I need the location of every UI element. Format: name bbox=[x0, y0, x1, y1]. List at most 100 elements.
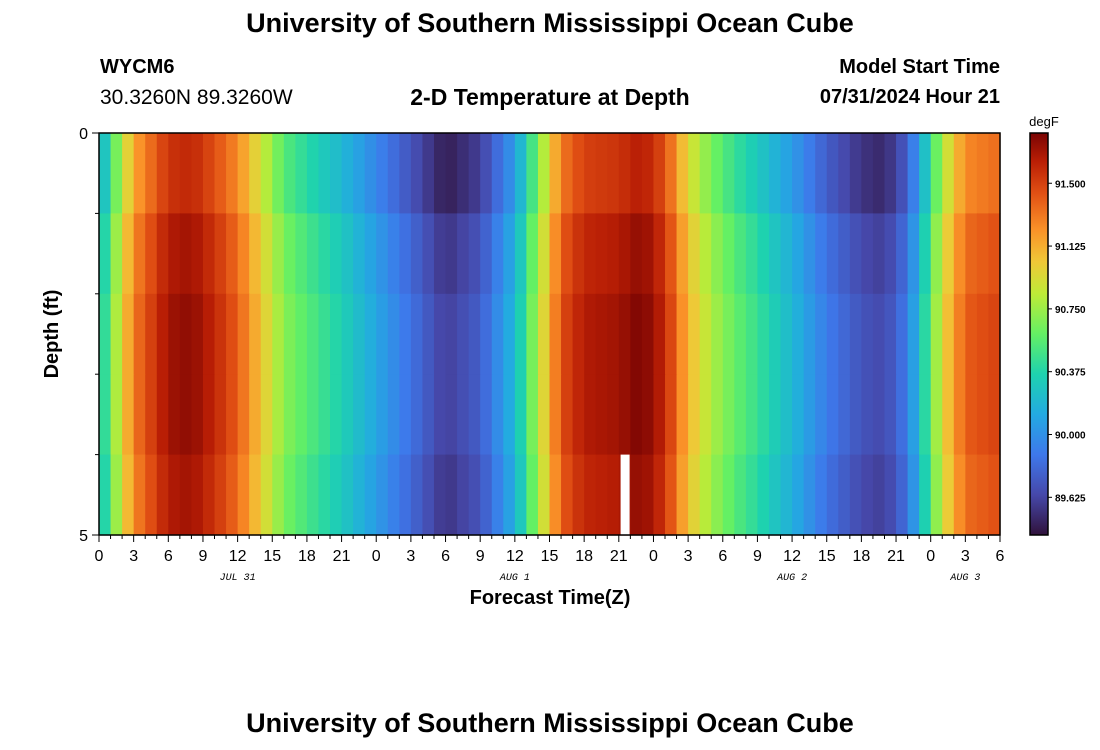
heatmap-cell bbox=[272, 454, 285, 536]
heatmap-cell bbox=[422, 213, 435, 295]
heatmap-cell bbox=[711, 133, 724, 214]
x-tick-label: 18 bbox=[298, 548, 316, 565]
heatmap-cell bbox=[872, 133, 886, 214]
heatmap-cell bbox=[757, 374, 770, 456]
heatmap-cell bbox=[376, 293, 389, 375]
temperature-heatmap-chart: 0 3 6 9 12 15 18 21 0 3 6 9 12 15 18 21 0 3 6 9 12 15 18 21 0 3 6 J… bbox=[41, 114, 1086, 609]
missing-value-marker bbox=[620, 454, 630, 535]
heatmap-cell bbox=[99, 374, 112, 456]
heatmap-cell bbox=[745, 454, 759, 536]
x-tick-label: 6 bbox=[441, 548, 450, 565]
heatmap-cell bbox=[122, 374, 135, 456]
heatmap-cell bbox=[191, 133, 204, 214]
heatmap-cell bbox=[399, 133, 412, 214]
heatmap-cell bbox=[953, 133, 966, 214]
heatmap-cell bbox=[641, 374, 655, 456]
heatmap-cell bbox=[480, 374, 493, 456]
heatmap-cell bbox=[734, 374, 747, 456]
x-axis-label: Forecast Time(Z) bbox=[470, 587, 631, 609]
heatmap-cell bbox=[376, 454, 389, 536]
colorbar-tick-label: 91.500 bbox=[1055, 179, 1086, 190]
heatmap-cell bbox=[433, 374, 447, 456]
x-tick-label: 15 bbox=[263, 548, 281, 565]
heatmap-cell bbox=[341, 213, 354, 295]
heatmap-cell bbox=[849, 213, 862, 295]
heatmap-cell bbox=[965, 293, 978, 375]
heatmap-cell bbox=[953, 374, 966, 456]
heatmap-cell bbox=[272, 213, 285, 295]
heatmap-cell bbox=[226, 293, 239, 375]
heatmap-cell bbox=[919, 454, 932, 536]
heatmap-cell bbox=[768, 454, 782, 536]
heatmap-cell bbox=[249, 454, 262, 536]
heatmap-cell bbox=[237, 213, 250, 295]
heatmap-cell bbox=[318, 133, 331, 214]
heatmap-cell bbox=[630, 374, 643, 456]
heatmap-cell bbox=[156, 374, 169, 456]
heatmap-cell bbox=[665, 374, 678, 456]
heatmap-cell bbox=[907, 374, 920, 456]
heatmap-cell bbox=[676, 374, 689, 456]
heatmap-cell bbox=[896, 454, 909, 536]
heatmap-cell bbox=[722, 374, 735, 456]
heatmap-cell bbox=[572, 213, 585, 295]
heatmap-cell bbox=[283, 213, 296, 295]
heatmap-cell bbox=[399, 213, 412, 295]
heatmap-cell bbox=[272, 293, 285, 375]
heatmap-cell bbox=[884, 454, 897, 536]
heatmap-cell bbox=[988, 454, 1001, 536]
heatmap-cell bbox=[214, 454, 227, 536]
heatmap-cell bbox=[272, 133, 285, 214]
heatmap-cell bbox=[503, 293, 516, 375]
x-tick-label: 9 bbox=[753, 548, 762, 565]
heatmap-cell bbox=[364, 213, 377, 295]
heatmap-cell bbox=[457, 293, 470, 375]
heatmap-cell bbox=[907, 293, 920, 375]
heatmap-cell bbox=[919, 133, 932, 214]
heatmap-cell bbox=[572, 133, 585, 214]
heatmap-cell bbox=[399, 293, 412, 375]
heatmap-cell bbox=[387, 293, 400, 375]
heatmap-cell bbox=[503, 133, 516, 214]
heatmap-cell bbox=[491, 374, 504, 456]
heatmap-cell bbox=[896, 293, 909, 375]
heatmap-cell bbox=[768, 213, 782, 295]
heatmap-cell bbox=[110, 213, 123, 295]
heatmap-cell bbox=[99, 454, 112, 536]
heatmap-cell bbox=[491, 293, 504, 375]
heatmap-cell bbox=[168, 454, 181, 536]
heatmap-cell bbox=[364, 374, 377, 456]
heatmap-cell bbox=[122, 454, 135, 536]
heatmap-cell bbox=[168, 133, 181, 214]
heatmap-cell bbox=[930, 293, 943, 375]
heatmap-cell bbox=[768, 374, 782, 456]
x-tick-label: 9 bbox=[476, 548, 485, 565]
heatmap-cell bbox=[942, 454, 955, 536]
x-tick-label: 18 bbox=[852, 548, 870, 565]
heatmap-cell bbox=[191, 374, 204, 456]
heatmap-cell bbox=[665, 213, 678, 295]
heatmap-cell bbox=[202, 133, 216, 214]
heatmap-cell bbox=[214, 133, 227, 214]
heatmap-cell bbox=[872, 213, 886, 295]
heatmap-cell bbox=[433, 454, 447, 536]
heatmap-cell bbox=[122, 213, 135, 295]
heatmap-cell bbox=[353, 213, 366, 295]
colorbar-scale bbox=[1029, 132, 1049, 536]
heatmap-cell bbox=[872, 454, 886, 536]
heatmap-cell bbox=[688, 213, 701, 295]
heatmap-cell bbox=[711, 374, 724, 456]
model-start-value: 07/31/2024 Hour 21 bbox=[819, 86, 1000, 108]
heatmap-cell bbox=[376, 374, 389, 456]
heatmap-cell bbox=[699, 293, 712, 375]
heatmap-cell bbox=[919, 293, 932, 375]
heatmap-cell bbox=[468, 374, 481, 456]
heatmap-cell bbox=[919, 374, 932, 456]
heatmap-cell bbox=[595, 374, 608, 456]
heatmap-cell bbox=[861, 293, 874, 375]
heatmap-cell bbox=[976, 454, 990, 536]
heatmap-cell bbox=[815, 374, 828, 456]
heatmap-cell bbox=[295, 293, 308, 375]
heatmap-cell bbox=[480, 213, 493, 295]
